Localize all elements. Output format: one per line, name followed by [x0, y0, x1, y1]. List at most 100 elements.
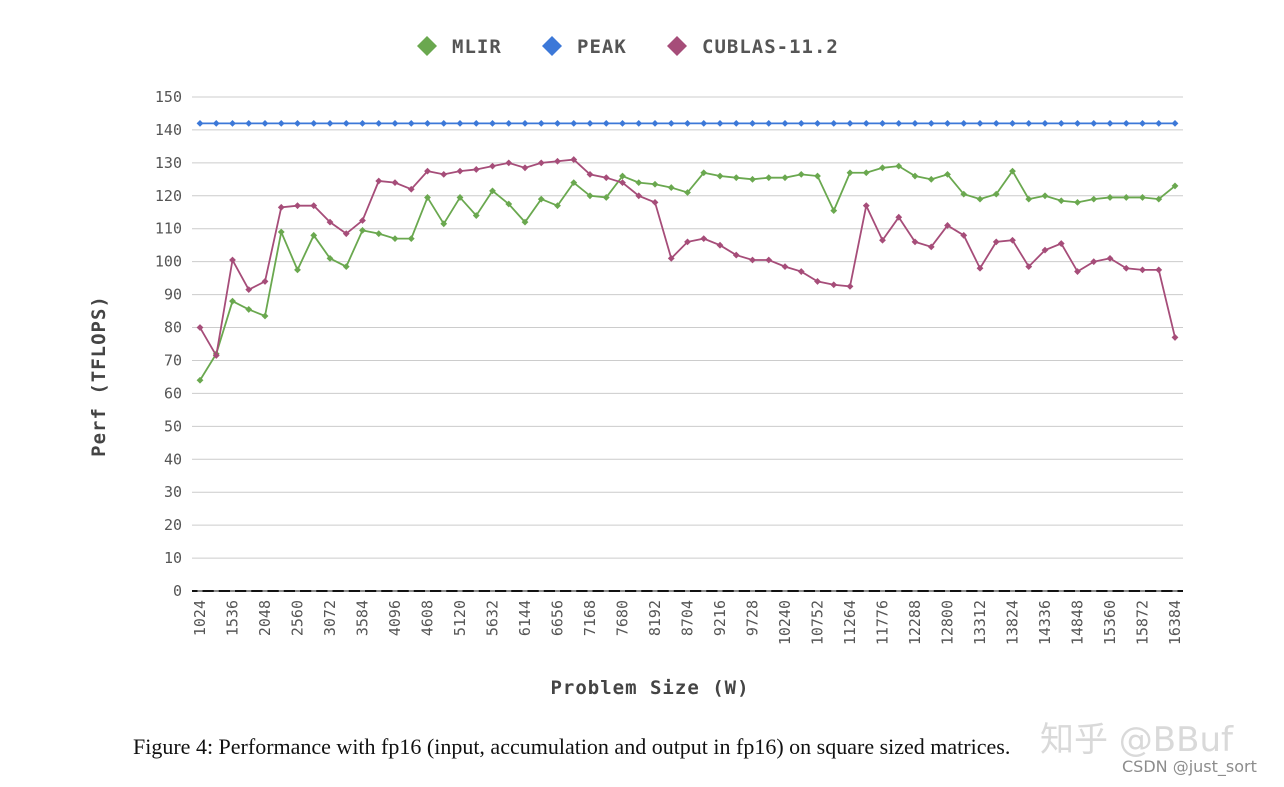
data-point [846, 119, 854, 127]
data-point [554, 157, 561, 165]
watermark-csdn: CSDN @just_sort [1122, 757, 1257, 776]
x-tick-label: 3072 [321, 600, 339, 636]
data-point [245, 286, 253, 294]
data-point [1057, 197, 1065, 205]
data-point [879, 119, 886, 127]
data-point [911, 172, 919, 180]
x-tick-label: 11264 [841, 600, 859, 645]
data-point [716, 172, 724, 180]
data-point [456, 119, 464, 127]
data-point [586, 119, 594, 127]
data-point [602, 119, 610, 127]
data-point [895, 162, 903, 170]
data-point [830, 207, 838, 215]
data-point [862, 119, 870, 127]
data-point [456, 167, 464, 175]
data-point [277, 228, 285, 236]
data-point [407, 235, 415, 243]
data-point [781, 263, 789, 271]
x-tick-label: 5120 [451, 600, 469, 636]
data-point [846, 169, 854, 177]
data-point [1074, 119, 1081, 127]
data-point [537, 195, 545, 203]
y-axis-title: Perf (TFLOPS) [88, 295, 110, 457]
data-point [976, 264, 984, 272]
data-point [212, 352, 220, 359]
legend-label: MLIR [452, 36, 502, 58]
data-point [797, 268, 805, 275]
data-point [261, 312, 269, 320]
data-point [277, 119, 285, 127]
y-axis-ticks: 0 10 20 30 40 50 60 70 80 90 100 110 120 130 140 150 [155, 88, 182, 600]
data-point [1041, 192, 1049, 200]
data-point [765, 119, 773, 127]
data-point [489, 119, 496, 127]
data-point [326, 218, 334, 226]
data-point [732, 174, 740, 182]
data-point [310, 119, 318, 127]
x-tick-label: 9216 [711, 600, 729, 636]
data-point [196, 324, 204, 331]
data-point [927, 119, 935, 127]
data-point [684, 238, 691, 246]
data-point [196, 376, 204, 384]
data-point [294, 119, 301, 127]
x-tick-label: 15872 [1134, 600, 1152, 645]
data-point [375, 119, 383, 127]
data-point [667, 184, 675, 191]
data-point [862, 202, 870, 210]
legend-item: PEAK [542, 36, 627, 58]
x-tick-label: 10752 [809, 600, 827, 645]
data-point [619, 119, 626, 127]
data-point [700, 119, 708, 127]
x-tick-label: 7680 [614, 600, 632, 636]
data-point [911, 238, 919, 246]
x-tick-label: 16384 [1166, 600, 1184, 645]
data-point [732, 119, 740, 127]
data-point [635, 192, 643, 200]
x-tick-label: 2560 [289, 600, 307, 636]
data-point [1041, 119, 1049, 127]
x-tick-label: 9728 [744, 600, 762, 636]
data-point [749, 175, 756, 183]
data-point [424, 167, 431, 175]
data-point [830, 281, 838, 289]
data-point [992, 119, 1000, 127]
x-tick-label: 13824 [1004, 600, 1022, 645]
data-point [1025, 195, 1033, 203]
y-tick-label: 40 [164, 450, 182, 468]
data-point [960, 119, 968, 127]
x-tick-label: 8704 [679, 600, 697, 636]
data-point [749, 119, 756, 127]
legend: MLIR PEAK CUBLAS-11.2 [417, 36, 838, 58]
data-point [440, 220, 448, 228]
watermark-zhihu: 知乎 @BBuf [1040, 720, 1233, 760]
x-tick-label: 15360 [1101, 600, 1119, 645]
x-tick-label: 1024 [191, 600, 209, 636]
x-tick-label: 8192 [646, 600, 664, 636]
y-tick-label: 20 [164, 516, 182, 534]
y-tick-label: 130 [155, 154, 182, 172]
legend-label: PEAK [577, 36, 627, 58]
data-point [635, 179, 643, 187]
y-tick-label: 150 [155, 88, 182, 106]
legend-item: MLIR [417, 36, 502, 58]
data-point [992, 238, 1000, 246]
x-tick-label: 4608 [419, 600, 437, 636]
data-point [635, 119, 643, 127]
x-axis-ticks: 1024 1536 2048 2560 3072 3584 4096 4608 5120 5632… [191, 600, 1184, 645]
data-point [342, 230, 350, 238]
data-point [814, 278, 821, 285]
data-point [472, 166, 480, 173]
x-tick-label: 6144 [516, 600, 534, 636]
data-point [716, 241, 724, 249]
data-point [1009, 236, 1016, 244]
data-point [1122, 264, 1130, 272]
data-point [212, 119, 220, 127]
data-point [375, 177, 383, 185]
legend-item: CUBLAS-11.2 [667, 36, 838, 58]
data-point [1155, 195, 1163, 203]
data-point [472, 119, 480, 127]
x-tick-label: 7168 [581, 600, 599, 636]
data-point [229, 256, 236, 264]
